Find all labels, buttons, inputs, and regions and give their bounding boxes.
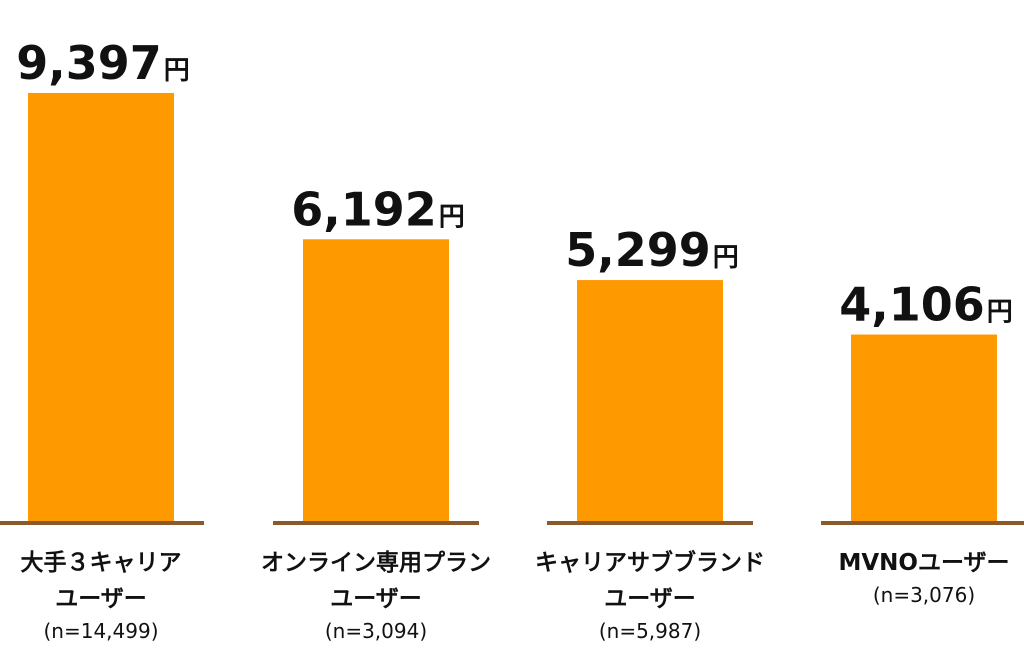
value-unit: 円 [713,243,739,273]
baseline-segment [273,521,479,525]
bar [303,239,449,522]
sample-size-label: (n=5,987) [599,619,701,643]
value-label: 9,397円 [16,36,190,90]
category-label: ユーザー [55,586,147,612]
value-number: 9,397 [16,36,162,90]
value-number: 4,106 [839,278,985,332]
value-unit: 円 [164,56,190,86]
sample-size-label: (n=3,094) [325,619,427,643]
value-unit: 円 [987,298,1013,328]
value-unit: 円 [439,202,465,232]
baseline-segment [547,521,753,525]
baseline-segment [821,521,1024,525]
category-label: MVNOユーザー [838,550,1009,576]
value-label: 4,106円 [839,278,1013,332]
bar [851,334,997,522]
value-number: 5,299 [565,223,711,277]
baseline-segment [0,521,204,525]
category-label: キャリアサブブランド [535,549,765,576]
sample-size-label: (n=14,499) [43,619,158,643]
value-label: 5,299円 [565,223,739,277]
bar [28,92,174,522]
bar [577,280,723,522]
category-label: ユーザー [604,586,696,612]
value-label: 6,192円 [291,182,465,236]
category-label: 大手３キャリア [21,550,182,576]
category-label: ユーザー [330,586,422,612]
sample-size-label: (n=3,076) [873,583,975,607]
category-label: オンライン専用プラン [261,550,491,576]
value-number: 6,192 [291,182,437,236]
